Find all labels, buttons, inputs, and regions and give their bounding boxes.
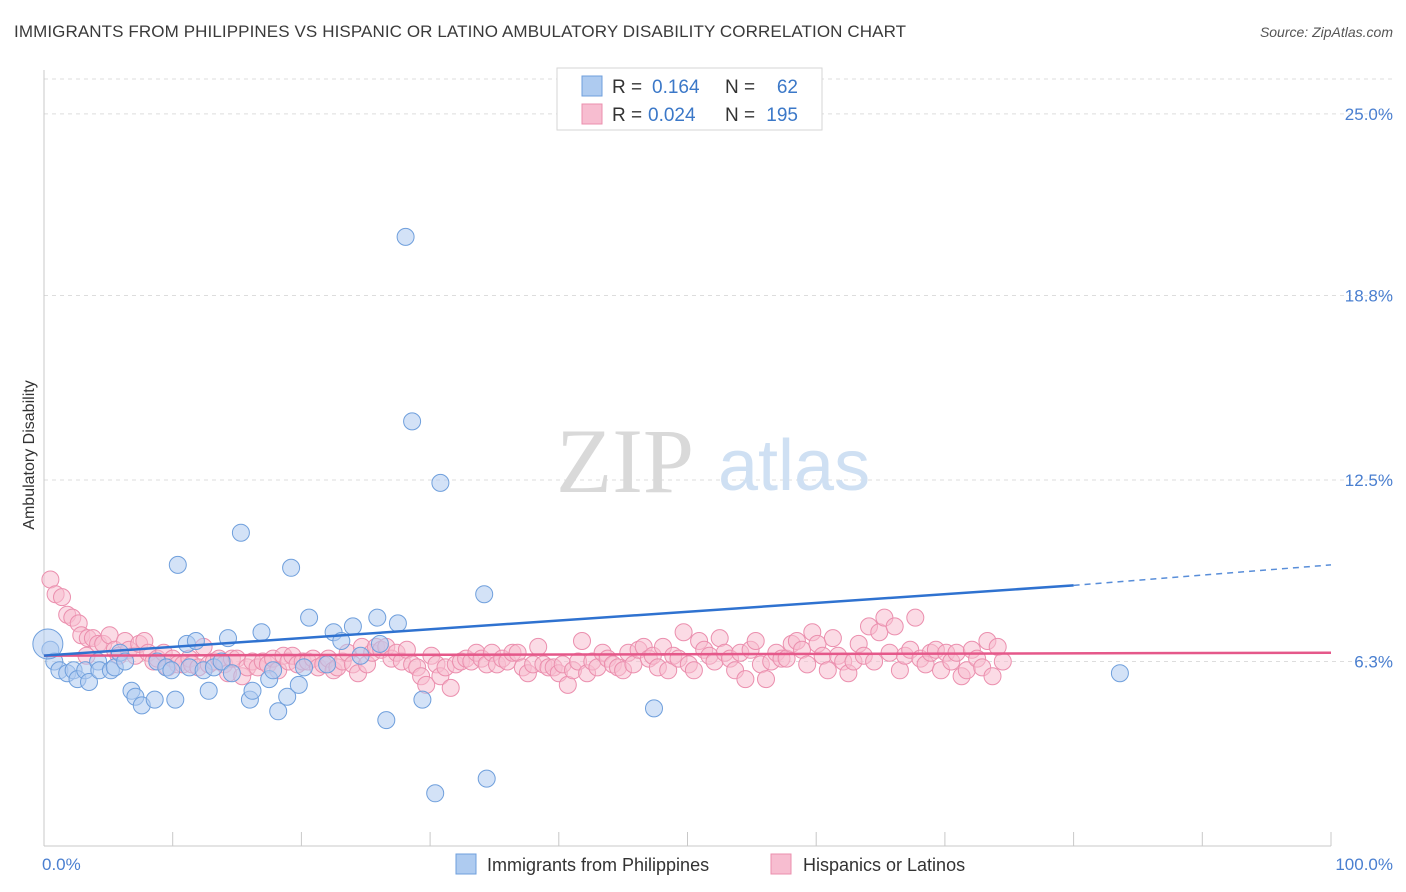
legend-swatch-philippines	[455, 853, 477, 875]
stats-r-value-pink: 0.024	[648, 105, 696, 126]
data-point-philippines	[166, 690, 185, 709]
data-point-philippines	[413, 690, 432, 709]
data-point-philippines	[282, 558, 301, 577]
data-point-philippines	[431, 473, 450, 492]
data-point-philippines	[343, 617, 362, 636]
data-point-philippines	[231, 523, 250, 542]
data-point-philippines	[396, 227, 415, 246]
data-point-philippines	[212, 652, 231, 671]
y-tick-label: 25.0%	[1345, 105, 1393, 124]
stats-n-label-pink: N =	[725, 105, 755, 126]
data-point-philippines	[289, 675, 308, 694]
stats-swatch-blue	[581, 75, 603, 97]
stats-r-value-blue: 0.164	[652, 77, 700, 98]
data-point-philippines	[1110, 664, 1129, 683]
data-point-philippines-large	[32, 628, 64, 660]
data-point-philippines	[377, 711, 396, 730]
stats-n-label-blue: N =	[725, 77, 755, 98]
data-point-philippines	[475, 585, 494, 604]
gridlines	[44, 78, 1393, 663]
data-point-hispanics	[865, 652, 884, 671]
data-point-philippines	[368, 608, 387, 627]
data-point-hispanics	[573, 632, 591, 650]
y-tick-label: 18.8%	[1345, 286, 1393, 305]
trend-lines	[43, 564, 1332, 657]
watermark-atlas: atlas	[718, 426, 870, 506]
data-point-hispanics	[983, 667, 1002, 686]
x-tick-label: 100.0%	[1335, 855, 1393, 874]
data-point-philippines	[243, 681, 262, 700]
legend-label-philippines: Immigrants from Philippines	[487, 855, 709, 875]
data-point-hispanics	[885, 617, 904, 636]
x-tick-labels: 0.0% 100.0%	[42, 855, 1393, 874]
data-point-philippines	[264, 661, 283, 680]
stats-box: R = 0.164 N = 62 R = 0.024 N = 195	[556, 67, 823, 131]
data-point-philippines	[318, 655, 337, 674]
data-point-philippines	[295, 658, 313, 677]
data-point-hispanics	[529, 637, 548, 656]
y-axis-label: Ambulatory Disability	[21, 380, 38, 529]
data-point-philippines	[426, 784, 445, 803]
data-point-hispanics	[757, 670, 775, 689]
data-point-hispanics	[441, 678, 460, 697]
data-point-philippines	[162, 661, 181, 680]
data-point-philippines	[269, 702, 288, 721]
data-point-philippines	[370, 634, 389, 653]
data-point-philippines	[80, 673, 98, 691]
x-tick-label: 0.0%	[42, 855, 81, 874]
data-point-hispanics	[993, 652, 1012, 671]
data-point-philippines	[199, 681, 218, 700]
trend-line-hispanics	[43, 651, 1332, 657]
y-tick-labels: 6.3% 12.5% 18.8% 25.0%	[1345, 105, 1393, 672]
stats-r-label-blue: R =	[612, 77, 642, 98]
data-point-hispanics	[746, 632, 765, 650]
trend-line-philippines	[43, 584, 1074, 657]
stats-n-value-blue: 62	[777, 77, 798, 98]
chart-title: IMMIGRANTS FROM PHILIPPINES VS HISPANIC …	[14, 22, 907, 41]
data-point-philippines	[300, 608, 319, 627]
series-philippines-points	[32, 227, 1129, 803]
source-note: Source: ZipAtlas.com	[1259, 24, 1393, 40]
series-hispanics-points	[41, 570, 1012, 697]
data-point-hispanics	[674, 623, 693, 642]
data-point-philippines	[477, 769, 496, 788]
data-point-hispanics	[818, 661, 837, 680]
stats-swatch-pink	[581, 103, 603, 125]
data-point-hispanics	[684, 661, 703, 680]
stats-n-value-pink: 195	[766, 105, 798, 126]
stats-r-label-pink: R =	[612, 105, 642, 126]
legend-label-hispanics: Hispanics or Latinos	[803, 855, 965, 875]
y-tick-label: 12.5%	[1345, 471, 1393, 490]
data-point-philippines	[403, 412, 422, 431]
trend-line-philippines-extension	[1073, 564, 1332, 587]
data-point-philippines	[388, 614, 407, 633]
data-point-philippines	[252, 623, 271, 642]
data-point-philippines	[116, 652, 135, 671]
legend: Immigrants from Philippines Hispanics or…	[455, 853, 965, 875]
data-point-philippines	[278, 687, 297, 706]
legend-swatch-hispanics	[770, 853, 792, 875]
data-point-philippines	[168, 555, 187, 574]
data-point-hispanics	[823, 629, 842, 648]
data-point-hispanics	[798, 655, 817, 674]
x-tick-marks	[43, 832, 1332, 846]
data-point-philippines	[645, 699, 663, 718]
y-tick-label: 6.3%	[1354, 653, 1393, 672]
watermark-zip: ZIP	[556, 410, 694, 512]
data-point-hispanics	[736, 670, 755, 689]
data-point-philippines	[222, 664, 241, 683]
data-point-philippines	[145, 690, 164, 709]
data-point-hispanics	[53, 588, 71, 607]
data-point-hispanics	[906, 608, 925, 627]
